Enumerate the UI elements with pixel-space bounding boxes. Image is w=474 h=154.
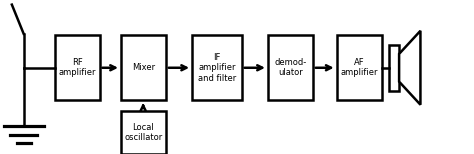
- Bar: [121, 35, 166, 100]
- Bar: [55, 35, 100, 100]
- Bar: [121, 111, 166, 154]
- Bar: [337, 35, 382, 100]
- Bar: [268, 35, 313, 100]
- Text: Local
oscillator: Local oscillator: [124, 123, 163, 142]
- Text: RF
amplifier: RF amplifier: [58, 58, 96, 77]
- Text: IF
amplifier
and filter: IF amplifier and filter: [198, 53, 236, 83]
- Bar: [192, 35, 242, 100]
- Text: demod-
ulator: demod- ulator: [274, 58, 307, 77]
- Bar: [389, 45, 399, 91]
- Polygon shape: [399, 31, 420, 105]
- Text: AF
amplifier: AF amplifier: [340, 58, 378, 77]
- Text: Mixer: Mixer: [132, 63, 155, 72]
